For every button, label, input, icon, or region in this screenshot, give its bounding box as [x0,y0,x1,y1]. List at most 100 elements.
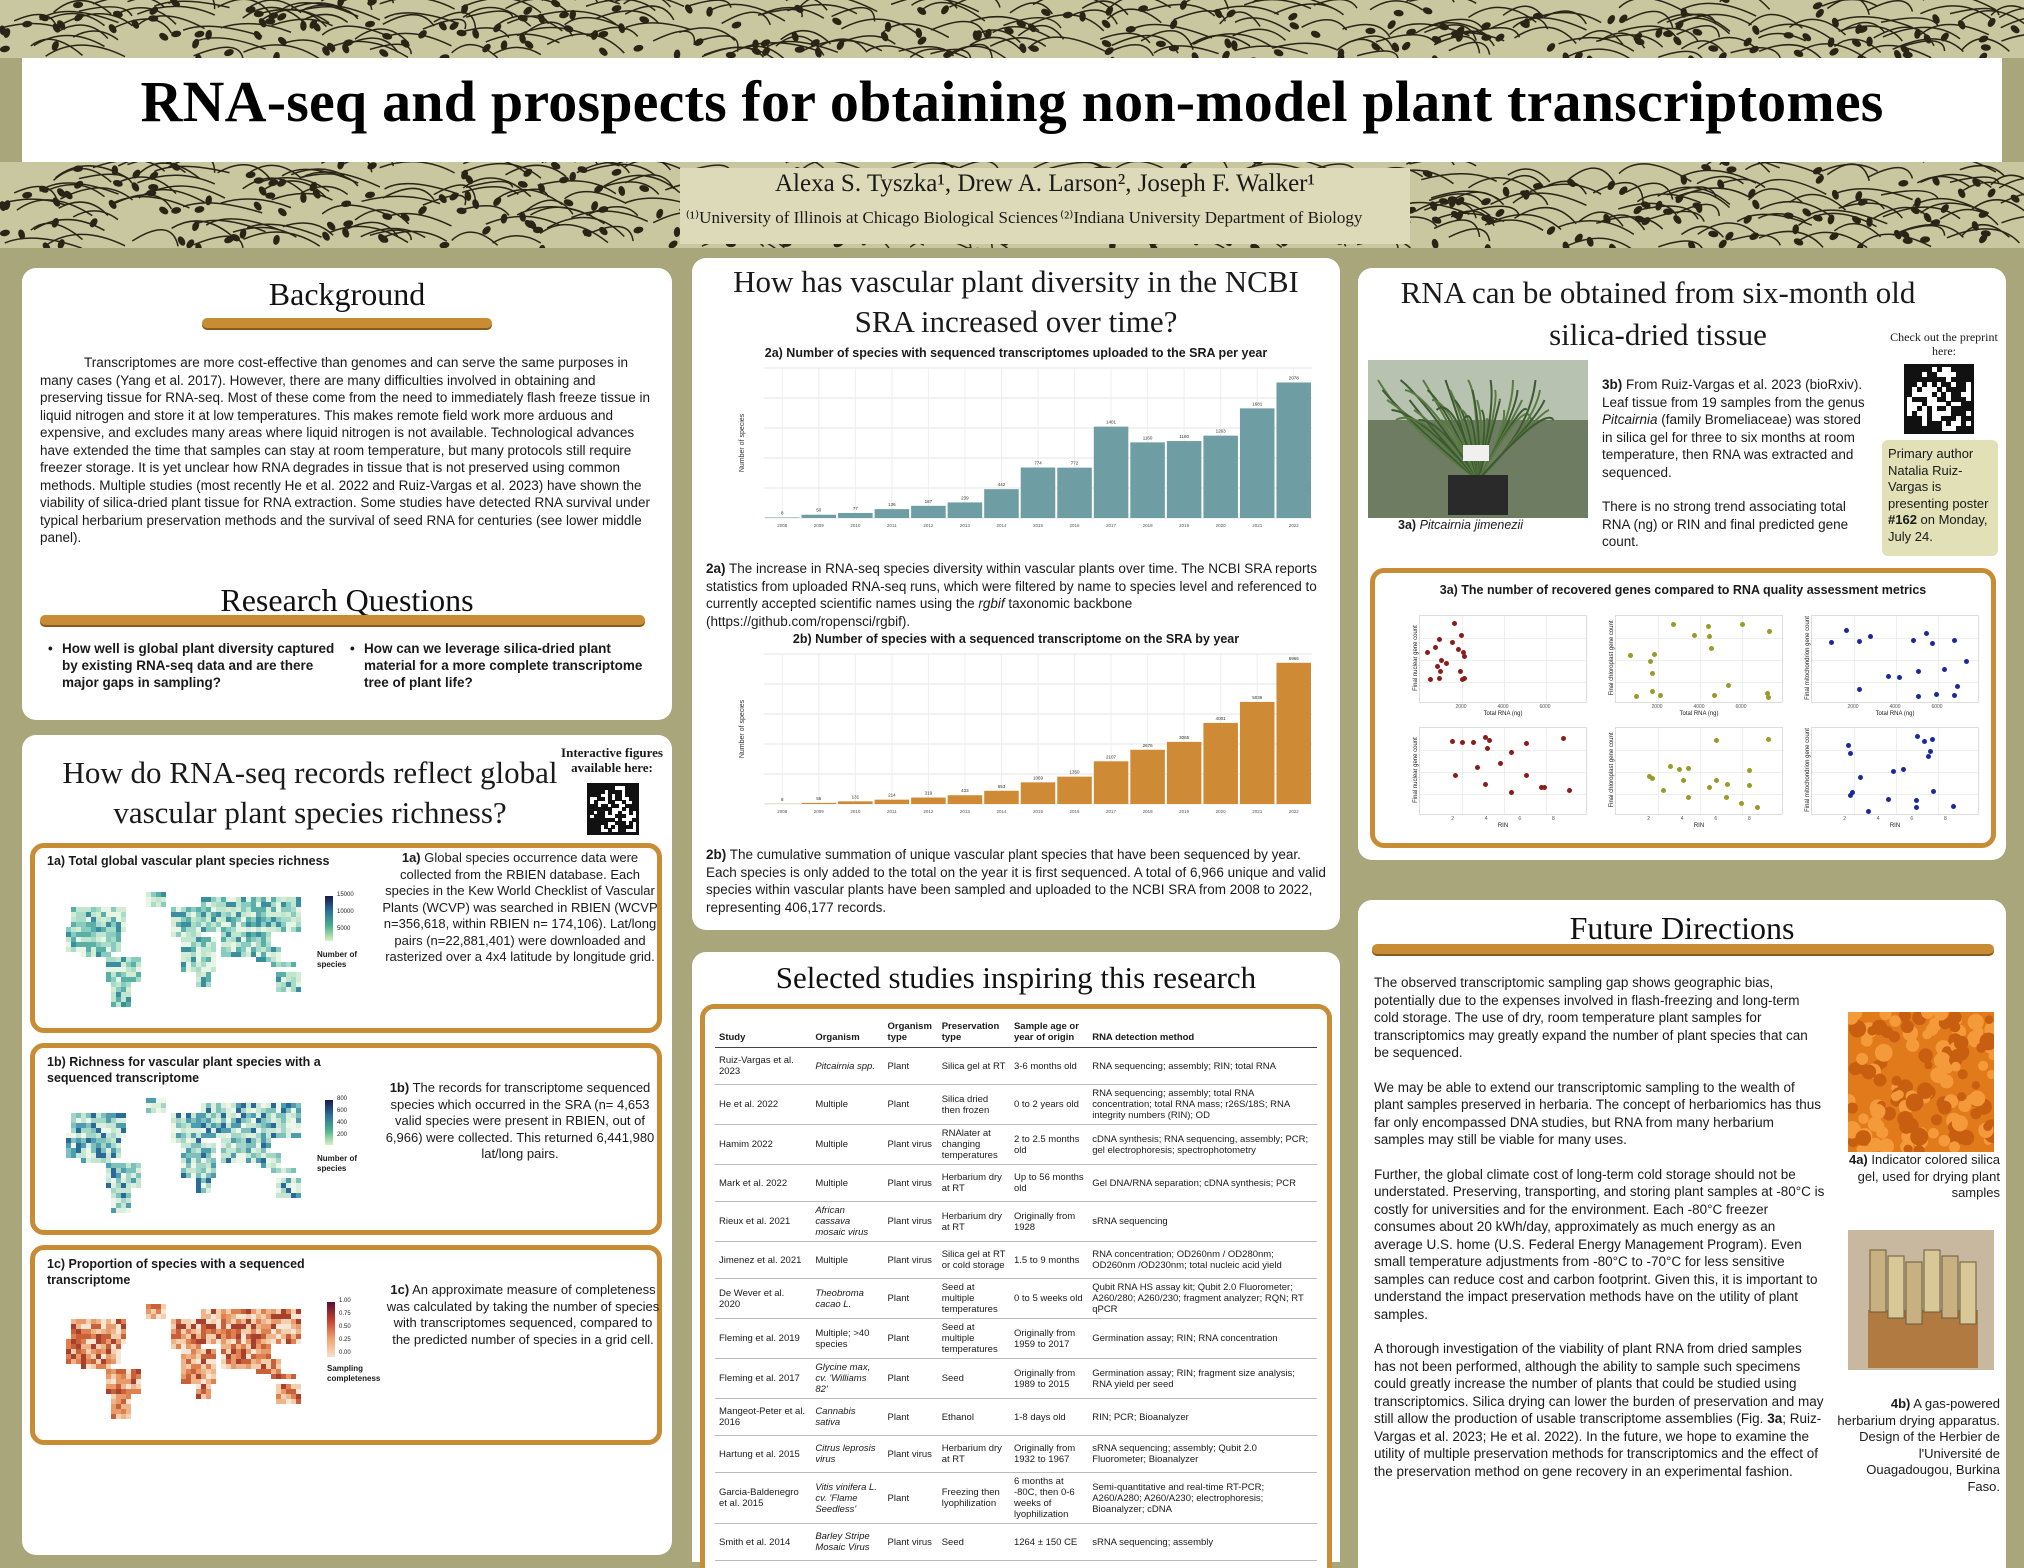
map-cell [276,1133,281,1138]
bar-value-label: 8 [781,797,784,802]
map-cell [106,1359,111,1364]
qr-module [618,828,623,832]
gel-bead [1948,1012,1962,1024]
scatter-point [1915,693,1921,699]
map-cell [281,1188,286,1193]
map-cell [236,902,241,907]
map-cell [71,1143,76,1148]
scatter-point [1456,647,1462,653]
x-tick-label: 2015 [1033,809,1044,814]
map-cell [81,922,86,927]
map-cell [106,1123,111,1128]
map-cell [171,1128,176,1133]
map-cell [146,897,151,902]
map-cell [261,1108,266,1113]
map-cell [271,1334,276,1339]
bar-value-label: 1069 [1033,775,1044,780]
gridline [1896,616,1897,702]
map-cell [96,947,101,952]
map-cell [291,1118,296,1123]
map-cell [201,1309,206,1314]
leaf [1386,399,1479,481]
table-cell: Multiple; >40 species [811,1318,884,1359]
map-cell [196,1394,201,1399]
bar [1057,467,1092,518]
map-cell [116,977,121,982]
x-tick-label: 2016 [1070,809,1081,814]
map-cell [116,1344,121,1349]
map-cell [146,1098,151,1103]
gridline [1420,660,1586,661]
map-cell [261,1319,266,1324]
map-cell [116,1369,121,1374]
map-cell [226,902,231,907]
map-cell [256,907,261,912]
gridline [1616,772,1782,773]
qr-module [1956,376,1962,382]
bar-value-label: 2676 [1143,743,1154,748]
map-cell [201,1143,206,1148]
map-cell [201,1314,206,1319]
map-cell [206,1379,211,1384]
map-cell [131,1389,136,1394]
map-cell [116,1138,121,1143]
map-cell [181,1173,186,1178]
qr-code-preprint[interactable] [1904,364,1974,434]
map-cell [251,1354,256,1359]
map-cell [226,1324,231,1329]
map-cell [176,1138,181,1143]
x-tick-label: 2019 [1179,523,1190,528]
gel-bead [1891,1075,1902,1086]
photo-caption: 3a) Pitcairnia jimenezii [1398,518,1598,532]
qr-code-interactive[interactable] [587,783,639,835]
map-cell [256,1103,261,1108]
qr-module [628,789,633,794]
map-cell [206,1103,211,1108]
map-cell [231,1158,236,1163]
scatter-plot [1615,727,1783,815]
gridline [1420,750,1586,751]
qr-module [618,817,623,822]
bar-value-label: 6966 [1289,656,1300,661]
map-cell [121,927,126,932]
map-cell [281,902,286,907]
map-cell [116,1143,121,1148]
map-cell [201,982,206,987]
map-cell [296,1193,301,1198]
scatter-point [1746,783,1752,789]
map-cell [226,1314,231,1319]
map-cell [121,1414,126,1419]
qr-module [1907,376,1912,382]
gridline [1462,616,1463,702]
map-cell [211,1143,216,1148]
qr-module [1961,411,1967,417]
map-cell [81,1354,86,1359]
map-cell [176,1344,181,1349]
map-1c-desc: An approximate measure of completeness w… [386,1282,660,1347]
scatter-point [1444,660,1450,666]
scatter-point [1652,651,1658,657]
map-cell [191,1123,196,1128]
map-cell [176,1118,181,1123]
map-cell [201,1163,206,1168]
map-cell [231,902,236,907]
map-cell [206,1374,211,1379]
research-questions-title: Research Questions [220,582,474,618]
map-cell [221,1108,226,1113]
map-cell [216,907,221,912]
map-cell [201,902,206,907]
qr-module [1921,376,1927,382]
map-cell [191,1339,196,1344]
map-cell [186,1319,191,1324]
map-cell [131,1173,136,1178]
map-cell [191,957,196,962]
map-cell [191,942,196,947]
map-cell [106,1183,111,1188]
x-tick-label: 2016 [1070,523,1081,528]
map-cell [286,1399,291,1404]
map-cell [236,1349,241,1354]
map-cell [241,1153,246,1158]
map-cell [181,1143,186,1148]
map-cell [106,1364,111,1369]
gel-bead [1874,1043,1893,1062]
